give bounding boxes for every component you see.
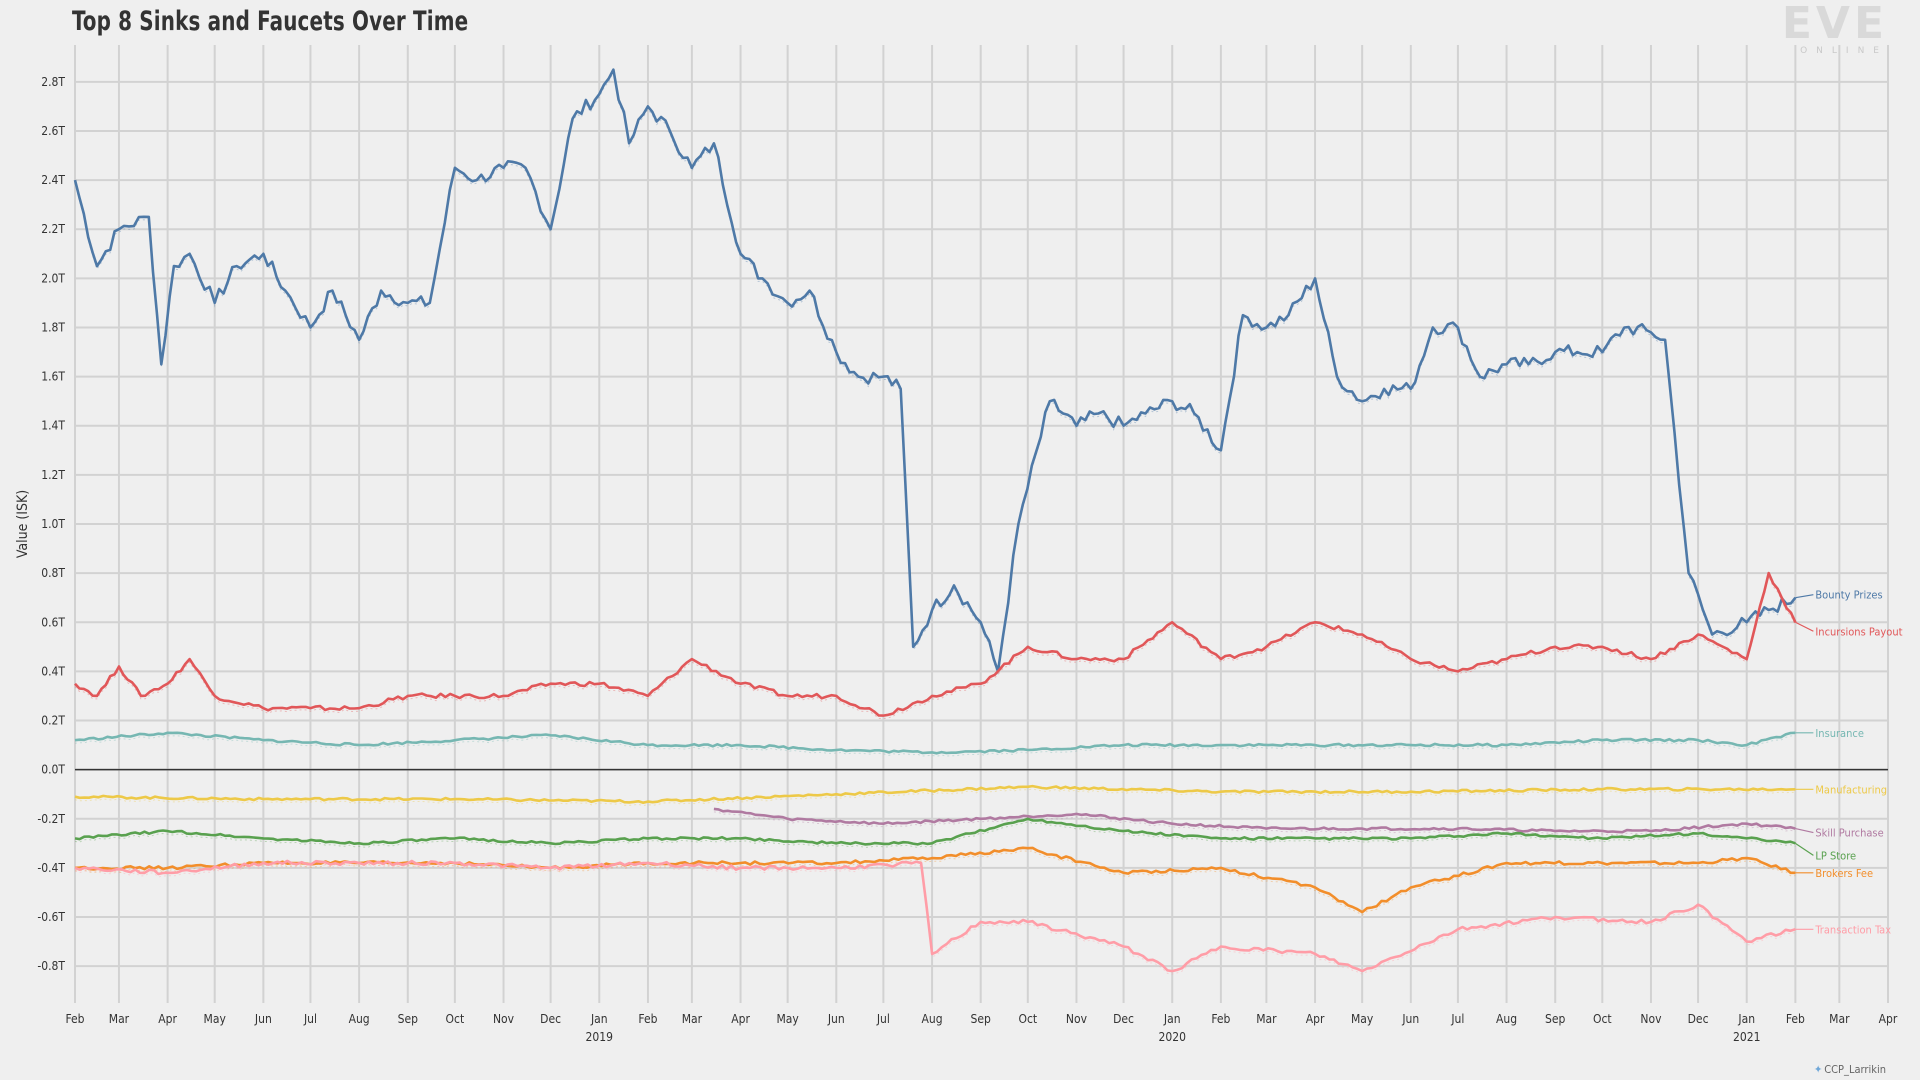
- x-year-label: 2020: [1158, 1030, 1186, 1044]
- y-tick-label: 1.6T: [41, 370, 65, 384]
- series-label: Insurance: [1815, 727, 1864, 740]
- x-tick-label: Jan: [590, 1012, 608, 1026]
- x-tick-label: Oct: [1593, 1012, 1612, 1026]
- series-line: [74, 784, 1796, 804]
- x-tick-label: Dec: [1688, 1012, 1709, 1026]
- y-tick-label: 0.0T: [41, 763, 65, 777]
- x-tick-label: Jun: [827, 1012, 845, 1026]
- series-line: [74, 846, 1796, 914]
- series-label: Manufacturing: [1815, 783, 1887, 796]
- x-tick-label: Apr: [158, 1012, 177, 1026]
- series-line: [74, 731, 1796, 755]
- author-handle: CCP_Larrikin: [1824, 1063, 1886, 1076]
- y-tick-label: -0.6T: [37, 910, 65, 924]
- y-axis-label: Value (ISK): [15, 490, 31, 558]
- x-tick-label: Oct: [1018, 1012, 1037, 1026]
- series-label-leader: [1795, 828, 1814, 834]
- x-year-label: 2021: [1733, 1030, 1760, 1044]
- y-tick-label: -0.8T: [37, 959, 65, 973]
- y-tick-label: 1.4T: [41, 419, 65, 433]
- x-tick-label: Nov: [493, 1012, 515, 1026]
- series-labels: Bounty Prizes Incursions Payout Insurance M…: [1795, 589, 1903, 936]
- x-tick-label: Dec: [540, 1012, 561, 1026]
- series-line: [74, 817, 1796, 846]
- x-tick-label: May: [776, 1012, 799, 1026]
- series-label: Skill Purchase: [1815, 827, 1883, 840]
- series-daily-trace: [74, 863, 1796, 975]
- series-daily-trace: [74, 735, 1796, 757]
- y-tick-label: 1.8T: [41, 320, 65, 334]
- y-tick-label: 1.0T: [41, 517, 65, 531]
- x-tick-label: Mar: [1829, 1012, 1850, 1026]
- x-tick-label: Feb: [65, 1012, 84, 1026]
- author-credit: ✦ CCP_Larrikin: [1814, 1063, 1886, 1076]
- x-year-label: 2019: [586, 1030, 614, 1044]
- chart-title: Top 8 Sinks and Faucets Over Time: [72, 6, 469, 37]
- x-tick-label: Jun: [1401, 1012, 1419, 1026]
- y-tick-label: 2.6T: [41, 124, 65, 138]
- series-label-leader: [1795, 621, 1814, 632]
- grid-lines: [74, 45, 1889, 1003]
- x-tick-label: May: [1351, 1012, 1374, 1026]
- y-tick-label: 1.2T: [41, 468, 65, 482]
- y-tick-label: 0.8T: [41, 566, 65, 580]
- x-tick-label: Apr: [1879, 1012, 1898, 1026]
- series-daily-trace: [74, 788, 1796, 807]
- x-tick-label: Sep: [398, 1012, 419, 1026]
- x-tick-label: Aug: [922, 1012, 943, 1026]
- series-lines: [73, 68, 1797, 975]
- series-line: [74, 859, 1796, 973]
- series-label: Incursions Payout: [1815, 625, 1902, 638]
- x-tick-label: Jan: [1737, 1012, 1755, 1026]
- x-tick-label: Jul: [1450, 1012, 1464, 1026]
- x-tick-label: Sep: [1545, 1012, 1566, 1026]
- series-daily-trace: [74, 71, 1796, 675]
- series-label: Brokers Fee: [1815, 867, 1873, 880]
- y-tick-label: -0.4T: [37, 861, 65, 875]
- y-axis: -0.8T -0.6T -0.4T -0.2T 0.0T 0.2T 0.4T 0.6T 0.8T…: [15, 75, 65, 973]
- x-tick-label: May: [204, 1012, 227, 1026]
- x-tick-label: Apr: [731, 1012, 750, 1026]
- x-tick-label: Feb: [638, 1012, 657, 1026]
- x-tick-label: Nov: [1066, 1012, 1088, 1026]
- series-line: [74, 571, 1797, 717]
- y-tick-label: 2.4T: [41, 173, 65, 187]
- series-daily-trace: [713, 811, 1796, 836]
- y-tick-label: 2.8T: [41, 75, 65, 89]
- x-tick-label: Sep: [971, 1012, 992, 1026]
- series-line: [713, 807, 1796, 834]
- x-tick-label: Oct: [446, 1012, 465, 1026]
- series-daily-trace: [74, 850, 1796, 916]
- y-tick-label: 0.4T: [41, 664, 65, 678]
- logo-mark: EVE: [1781, 0, 1888, 49]
- x-tick-label: Mar: [109, 1012, 130, 1026]
- x-tick-label: Jan: [1163, 1012, 1181, 1026]
- x-tick-label: Mar: [1256, 1012, 1277, 1026]
- x-tick-label: Apr: [1306, 1012, 1325, 1026]
- x-axis: Feb Mar Apr May Jun Jul Aug Sep Oct Nov Dec Jan Feb M…: [65, 1012, 1897, 1044]
- x-tick-label: Dec: [1113, 1012, 1134, 1026]
- x-tick-label: Nov: [1640, 1012, 1662, 1026]
- x-tick-label: Feb: [1786, 1012, 1805, 1026]
- x-tick-label: Jul: [876, 1012, 890, 1026]
- y-tick-label: -0.2T: [37, 812, 65, 826]
- x-tick-label: Mar: [682, 1012, 703, 1026]
- y-tick-label: 0.2T: [41, 714, 65, 728]
- series-label: Transaction Tax: [1814, 923, 1891, 936]
- x-tick-label: Aug: [349, 1012, 370, 1026]
- series-label-leader: [1795, 842, 1814, 856]
- x-tick-label: Jul: [303, 1012, 317, 1026]
- y-tick-label: 0.6T: [41, 615, 65, 629]
- twitter-icon: ✦: [1813, 1063, 1823, 1076]
- x-tick-label: Feb: [1211, 1012, 1230, 1026]
- y-tick-label: 2.2T: [41, 222, 65, 236]
- series-label-leader: [1795, 594, 1814, 599]
- x-tick-label: Aug: [1496, 1012, 1517, 1026]
- x-tick-label: Jun: [254, 1012, 272, 1026]
- y-tick-label: 2.0T: [41, 271, 65, 285]
- series-label: LP Store: [1815, 849, 1856, 862]
- series-line: [73, 68, 1797, 673]
- series-label: Bounty Prizes: [1815, 589, 1882, 602]
